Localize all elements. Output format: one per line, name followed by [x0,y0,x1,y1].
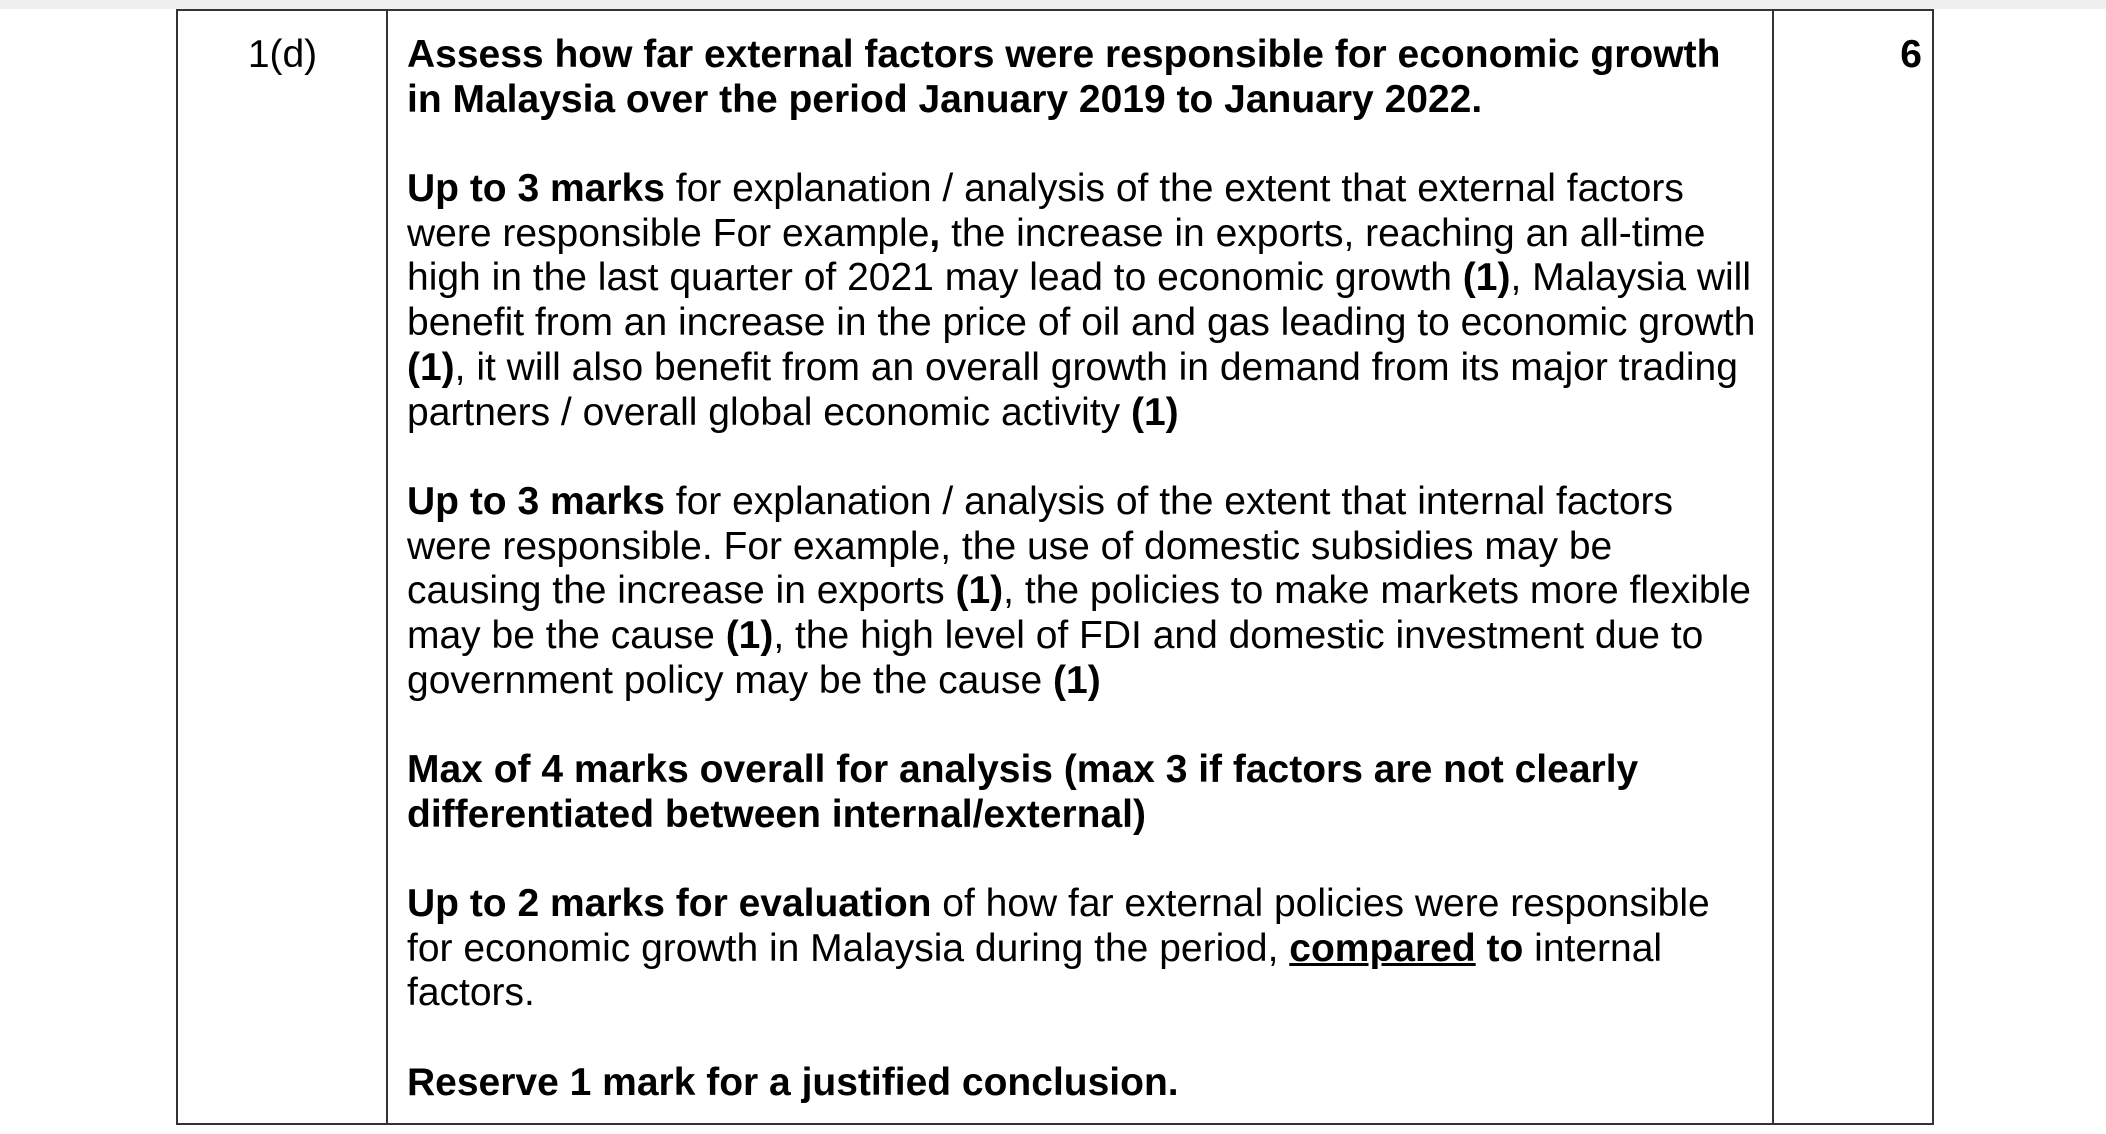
text-segment: (1) [1462,256,1511,300]
text-line: for economic growth in Malaysia during t… [407,927,1755,972]
text-segment: , [929,211,941,255]
column-divider [386,9,388,1125]
text-segment: were responsible For example [407,211,930,255]
text-line: were responsible. For example, the use o… [407,525,1755,570]
text-line: Max of 4 marks overall for analysis (max… [407,748,1755,793]
paragraph-gap [407,1016,1755,1061]
paragraph-gap [407,122,1755,167]
text-segment: may be the cause [407,613,726,657]
column-divider [1772,9,1774,1125]
question-number: 1(d) [247,33,318,76]
text-line: Reserve 1 mark for a justified conclusio… [407,1061,1755,1106]
text-segment: the increase in exports, reaching an all… [940,211,1706,255]
paragraph-gap [407,435,1755,480]
text-segment: Up to 3 marks [407,167,665,211]
text-segment: Up to 3 marks [407,479,665,523]
text-line: Up to 2 marks for evaluation of how far … [407,882,1755,927]
text-line: causing the increase in exports (1), the… [407,569,1755,614]
text-line: differentiated between internal/external… [407,793,1755,838]
text-segment: for explanation / analysis of the extent… [664,167,1684,211]
text-segment: government policy may be the cause [407,658,1054,702]
paragraph-gap [407,837,1755,882]
text-segment: for economic growth in Malaysia during t… [407,926,1290,970]
text-segment: causing the increase in exports [407,569,956,613]
text-line: Assess how far external factors were res… [407,33,1755,78]
text-segment: to [1475,926,1524,970]
text-line: government policy may be the cause (1) [407,659,1755,704]
text-line: factors. [407,971,1755,1016]
text-segment: Assess how far external factors were res… [407,33,1721,76]
mark-scheme-table [176,9,1934,1125]
text-segment: Reserve 1 mark for a justified conclusio… [407,1060,1179,1104]
text-line: (1), it will also benefit from an overal… [407,346,1755,391]
text-segment: Up to 2 marks for evaluation [407,882,932,926]
text-segment: for explanation / analysis of the extent… [664,479,1673,523]
text-segment: (1) [1131,390,1179,434]
text-segment: internal [1523,926,1663,970]
text-segment: partners / overall global economic activ… [407,390,1131,434]
text-segment: , Malaysia will [1510,256,1752,300]
marks-total: 6 [1900,33,1922,76]
text-segment: were responsible. For example, the use o… [407,524,1613,568]
top-strip [0,0,2106,9]
text-line: were responsible For example, the increa… [407,212,1755,257]
text-segment: differentiated between internal/external… [407,792,1147,836]
text-line: Up to 3 marks for explanation / analysis… [407,167,1755,212]
text-segment: , it will also benefit from an overall g… [454,345,1738,389]
text-segment: of how far external policies were respon… [931,882,1710,926]
text-segment: (1) [407,345,455,389]
text-segment: (1) [955,569,1004,613]
answer-guidance: Assess how far external factors were res… [407,33,1755,1106]
text-segment: (1) [725,613,774,657]
underlined-text: compared [1289,926,1476,970]
text-line: partners / overall global economic activ… [407,391,1755,436]
text-segment: , the policies to make markets more flex… [1003,569,1751,613]
text-line: may be the cause (1), the high level of … [407,614,1755,659]
text-segment: , the high level of FDI and domestic inv… [773,613,1704,657]
text-line: benefit from an increase in the price of… [407,301,1755,346]
text-segment: in Malaysia over the period January 2019… [407,77,1483,121]
text-line: in Malaysia over the period January 2019… [407,78,1755,123]
text-segment: benefit from an increase in the price of… [407,301,1756,345]
paragraph-gap [407,703,1755,748]
text-segment: high in the last quarter of 2021 may lea… [407,256,1463,300]
text-segment: Max of 4 marks overall for analysis (max… [407,748,1639,791]
text-segment: (1) [1053,658,1101,702]
text-segment: factors. [407,971,535,1015]
text-line: Up to 3 marks for explanation / analysis… [407,480,1755,525]
text-line: high in the last quarter of 2021 may lea… [407,256,1755,301]
